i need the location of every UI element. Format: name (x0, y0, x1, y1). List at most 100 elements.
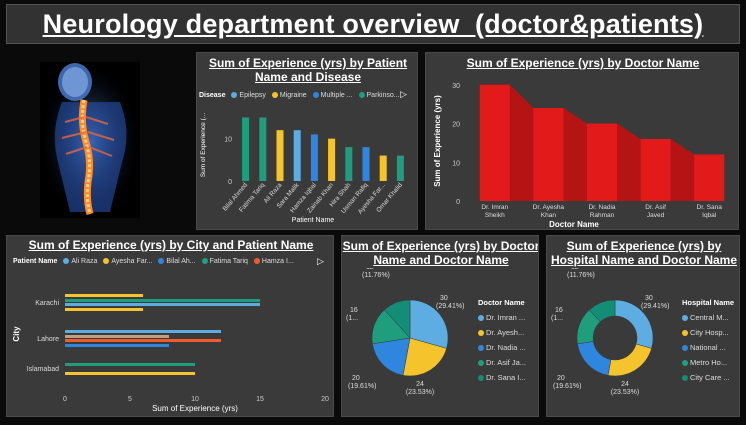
panel-title: Sum of Experience (yrs) by Patient Name … (208, 56, 408, 84)
pie-slice[interactable] (402, 337, 447, 377)
legend-dot (312, 92, 319, 99)
legend-item[interactable]: Parkinso... (366, 92, 400, 99)
legend-dot (201, 258, 208, 265)
bar[interactable] (640, 139, 671, 201)
bar[interactable] (276, 130, 284, 181)
data-label: 20 (557, 375, 565, 382)
pie-slice[interactable] (384, 299, 411, 339)
data-label: 30 (440, 295, 448, 302)
pie-slice[interactable] (577, 341, 612, 376)
x-tick-label: Dr. Imran (481, 204, 508, 211)
legend-title: Patient Name (13, 258, 58, 265)
pie-chart: 30(29.41%) 24(23.53%) 20(19.61%) 16(1... 12(… (346, 268, 464, 396)
legend-item[interactable]: Dr. Asif Ja... (478, 355, 526, 370)
data-label: 16 (350, 307, 358, 314)
x-tick-label: Dr. Asif (645, 204, 666, 211)
x-tick-label: Javed (647, 212, 665, 219)
legend-item[interactable]: Fatima Tariq (209, 258, 248, 265)
legend-item[interactable]: Migraine (279, 92, 307, 99)
x-axis-label: Patient Name (292, 217, 335, 224)
data-label: 24 (416, 381, 424, 388)
data-label: (29.41%) (436, 303, 464, 310)
legend-item[interactable]: National ... (682, 340, 734, 355)
x-tick-label: Khan (541, 212, 557, 219)
bar[interactable] (328, 138, 336, 181)
legend-item[interactable]: City Care ... (682, 370, 734, 385)
bar[interactable] (65, 335, 169, 338)
legend-dot (253, 258, 260, 265)
area-bar-chart: 0 10 20 30 Sum of Experience (yrs) Dr. ImranS… (433, 83, 725, 229)
bar[interactable] (65, 363, 195, 366)
x-tick-label: 20 (321, 396, 329, 403)
y-axis-label: Sum of Experience (... (200, 113, 207, 177)
x-tick-label: 15 (256, 396, 264, 403)
legend-item[interactable]: Dr. Sana I... (478, 370, 526, 385)
dashboard-title-bar: Neurology department overview (doctor&pa… (6, 4, 740, 44)
legend-item[interactable]: City Hosp... (682, 325, 734, 340)
pie-slice[interactable] (409, 299, 449, 349)
data-label: 12 (571, 268, 579, 271)
y-tick-label: 10 (452, 160, 460, 167)
legend-dot (63, 258, 70, 265)
bar[interactable] (259, 117, 267, 181)
bar[interactable] (310, 134, 318, 181)
bar[interactable] (293, 130, 301, 181)
bar[interactable] (362, 147, 370, 181)
bar[interactable] (242, 117, 250, 181)
data-label: (1... (346, 315, 358, 322)
pie-slice[interactable] (372, 337, 411, 376)
y-axis-label: City (12, 326, 21, 342)
legend-item[interactable]: Hamza I... (261, 258, 294, 265)
pie-slice[interactable] (607, 343, 652, 377)
panel-hospital-donut: Sum of Experience (yrs) by Hospital Name… (546, 235, 740, 417)
bar[interactable] (65, 294, 143, 297)
legend-item[interactable]: Multiple ... (320, 92, 353, 99)
y-tick-label: 0 (228, 179, 232, 186)
panel-title: Sum of Experience (yrs) by Doctor Name (466, 56, 700, 70)
bar[interactable] (65, 339, 221, 342)
legend-item[interactable]: Dr. Nadia ... (478, 340, 526, 355)
legend: Patient Name Ali Raza Ayesha Far... Bila… (13, 258, 294, 265)
data-label: (23.53%) (406, 389, 434, 396)
legend-item[interactable]: Ayesha Far... (111, 258, 153, 265)
panel-patient-disease-chart: Sum of Experience (yrs) by Patient Name … (196, 52, 418, 230)
data-label: (11.76%) (362, 272, 390, 279)
panel-doctor-chart: Sum of Experience (yrs) by Doctor Name 0… (425, 52, 739, 230)
legend-item[interactable]: Dr. Imran ... (478, 310, 526, 325)
bar[interactable] (379, 155, 387, 181)
bar[interactable] (65, 330, 221, 333)
data-label: 12 (366, 268, 374, 271)
bar[interactable] (479, 84, 510, 201)
legend-next-icon[interactable]: ▷ (317, 256, 324, 266)
data-label: (19.61%) (553, 383, 581, 390)
x-tick-label: Rahman (590, 212, 615, 219)
x-tick-label: Dr. Sana (697, 204, 723, 211)
legend-item[interactable]: Metro Ho... (682, 355, 734, 370)
bar[interactable] (65, 299, 260, 302)
data-label: 30 (645, 295, 653, 302)
bar[interactable] (65, 372, 195, 375)
legend-item[interactable]: Central M... (682, 310, 734, 325)
legend-item[interactable]: Dr. Ayesh... (478, 325, 526, 340)
bar[interactable] (65, 308, 143, 311)
bar[interactable] (533, 108, 564, 201)
pie-slice[interactable] (589, 299, 616, 323)
bar[interactable] (345, 147, 353, 181)
bar[interactable] (65, 344, 169, 347)
bar[interactable] (396, 155, 404, 181)
legend-item[interactable]: Bilal Ah... (166, 258, 196, 265)
legend-item[interactable]: Epilepsy (239, 92, 266, 99)
legend-dot (231, 92, 238, 99)
x-tick-label: Dr. Nadia (588, 204, 615, 211)
legend-title: Doctor Name (478, 298, 525, 307)
donut-chart: 30(29.41%) 24(23.53%) 20(19.61%) 16(1... 12(… (551, 268, 669, 396)
bar[interactable] (65, 303, 260, 306)
legend-next-icon[interactable]: ▷ (400, 89, 407, 99)
legend-dot (358, 92, 365, 99)
legend-dot (103, 258, 110, 265)
y-tick-label: 30 (452, 83, 460, 90)
bar[interactable] (587, 123, 617, 202)
y-tick-label: Islamabad (27, 366, 59, 373)
bar[interactable] (694, 154, 725, 202)
legend-item[interactable]: Ali Raza (71, 258, 98, 265)
